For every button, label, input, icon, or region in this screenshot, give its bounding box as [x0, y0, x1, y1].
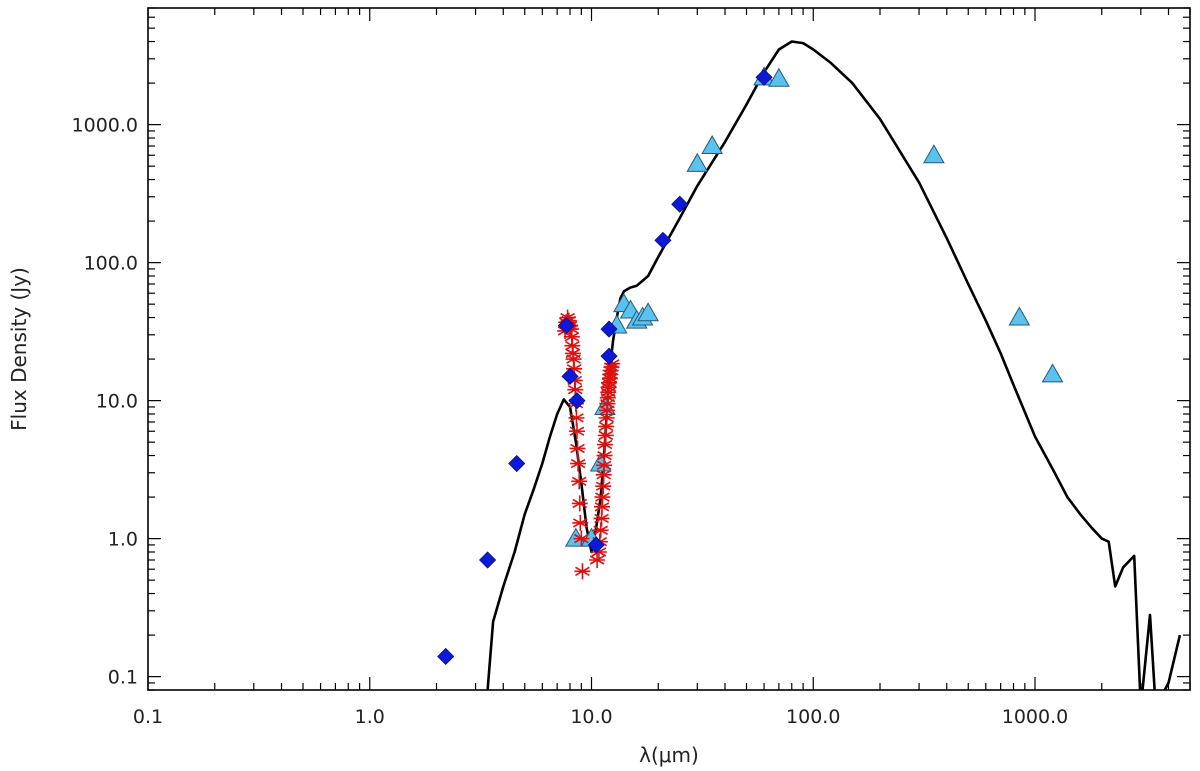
asterisk-point: [568, 409, 585, 426]
asterisk-point: [596, 457, 613, 474]
diamond-point: [587, 536, 605, 554]
diamond-point: [437, 647, 455, 666]
diamond-point: [755, 68, 773, 86]
y-tick-label: 0.1: [108, 667, 138, 689]
triangle-point: [768, 67, 790, 87]
plot-frame: [147, 7, 1191, 691]
points-layer: [437, 66, 1064, 666]
diamond-point: [508, 454, 526, 473]
x-axis-label: λ(μm): [639, 743, 699, 767]
triangle-point: [637, 302, 659, 322]
triangle-point: [1008, 306, 1031, 326]
x-tick-label: 10.0: [570, 706, 612, 728]
asterisk-point: [568, 423, 585, 440]
y-tick-label: 100.0: [84, 253, 138, 275]
axes-layer: 0.1 1.0 10.0 100.0 1000.0 0.1 1.0 10.0 100.0 1000…: [72, 7, 1191, 728]
asterisk-point: [572, 514, 589, 531]
x-tick-label: 100.0: [786, 706, 840, 728]
y-tick-label: 10.0: [96, 391, 138, 413]
triangle-point: [701, 134, 724, 155]
triangle-point: [1041, 363, 1064, 383]
y-tick-label: 1.0: [108, 529, 138, 551]
diamond-point: [654, 231, 672, 249]
x-tick-label: 0.1: [133, 706, 163, 728]
x-tick-label: 1000.0: [1002, 706, 1068, 728]
asterisk-point: [573, 530, 590, 547]
asterisk-point: [569, 440, 586, 457]
asterisk-point: [571, 473, 588, 490]
diamond-point: [557, 316, 575, 335]
asterisk-point: [574, 563, 591, 580]
diamond-point: [568, 392, 586, 410]
diamond-point: [561, 367, 579, 385]
diamond-point: [600, 320, 618, 338]
diamond-point: [600, 347, 618, 365]
asterisk-point: [596, 447, 613, 464]
triangle-point: [686, 152, 709, 172]
x-tick-label: 1.0: [355, 706, 385, 728]
asterisk-point: [592, 522, 609, 539]
model-layer: [486, 40, 1182, 690]
y-tick-label: 1000.0: [72, 115, 138, 137]
model-sed-line: [486, 40, 1182, 690]
triangle-point: [923, 144, 945, 164]
asterisk-point: [589, 552, 606, 569]
diamond-point: [479, 551, 497, 569]
diamond-point: [671, 195, 689, 213]
asterisk-point: [594, 489, 611, 506]
asterisk-point: [596, 436, 613, 453]
asterisk-point: [571, 495, 588, 512]
y-axis-label: Flux Density (Jy): [7, 267, 31, 431]
asterisk-point: [570, 455, 587, 472]
